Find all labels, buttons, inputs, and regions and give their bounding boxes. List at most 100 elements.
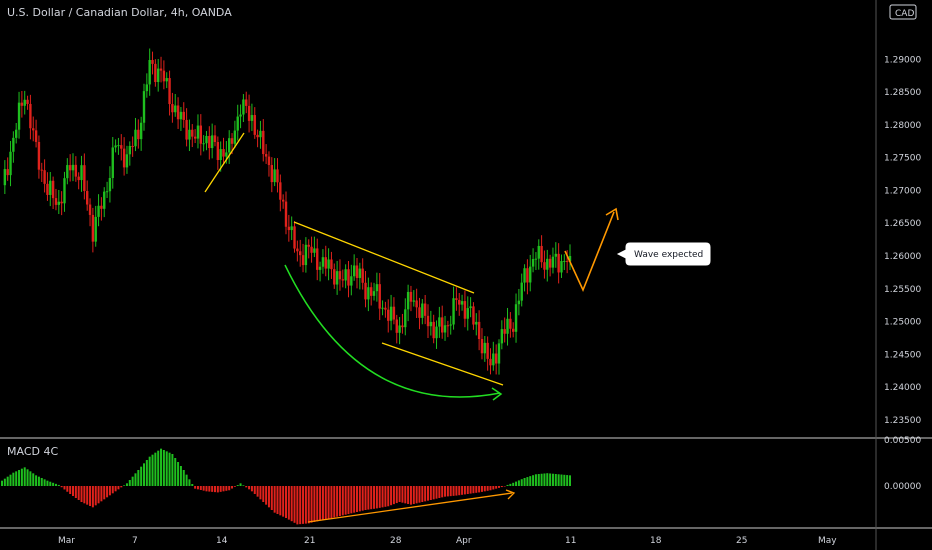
macd-bar (15, 471, 18, 486)
upper-trendline[interactable] (293, 221, 475, 294)
candle-body (301, 255, 305, 266)
candle-body (23, 99, 26, 106)
candle-body (171, 104, 174, 113)
candle-body (83, 165, 86, 192)
candle-body (49, 180, 52, 195)
candle-body (57, 201, 60, 205)
candle-body (372, 291, 376, 296)
candle-body (196, 125, 200, 139)
macd-bar (196, 486, 199, 490)
candle-body (151, 60, 154, 64)
candle-body (310, 246, 313, 253)
macd-bar (216, 486, 219, 493)
macd-bar (350, 486, 353, 514)
macd-bar (503, 486, 506, 487)
callout-text: Wave expected (634, 250, 703, 260)
macd-bar (390, 486, 393, 506)
macd-divergence-line[interactable] (307, 492, 513, 523)
macd-bar (551, 473, 554, 486)
candle-body (429, 321, 433, 327)
macd-bar (270, 486, 273, 510)
currency-badge-box[interactable] (889, 4, 917, 20)
candle-body (486, 342, 489, 359)
macd-bar (32, 473, 35, 486)
macd-bar (86, 486, 89, 505)
macd-bar (63, 486, 66, 490)
macd-bar (131, 476, 134, 486)
candle-body (352, 265, 356, 277)
macd-bar (194, 486, 197, 489)
time-tick-label: 25 (736, 536, 747, 546)
candle-body (43, 170, 46, 184)
macd-bar (370, 486, 373, 510)
candle-body (548, 258, 552, 268)
macd-bar (188, 479, 191, 486)
time-tick-label: 18 (650, 536, 662, 546)
macd-bar (54, 483, 57, 486)
candle-body (68, 165, 72, 171)
candle-body (54, 198, 58, 205)
macd-bar (486, 486, 489, 491)
macd-bar (500, 486, 503, 488)
macd-bar (80, 486, 83, 502)
macd-bar (77, 486, 80, 500)
candle-body (236, 116, 239, 131)
price-tick-label: 1.27000 (884, 186, 921, 196)
candle-body (551, 256, 555, 268)
candle-body (341, 279, 344, 281)
currency-badge: CAD (895, 9, 914, 19)
candle-body (560, 261, 563, 273)
macd-bar (395, 486, 398, 504)
macd-bar (52, 482, 55, 486)
candle-body (94, 216, 97, 242)
candle-body (86, 191, 89, 205)
macd-bar (324, 486, 327, 520)
candle-body (276, 169, 279, 183)
lower-trendline[interactable] (381, 342, 504, 386)
macd-bar (151, 454, 154, 486)
macd-bar (114, 486, 117, 492)
wave-callout[interactable]: Wave expected (616, 242, 711, 266)
macd-bar (429, 486, 432, 500)
candle-body (245, 99, 248, 106)
candle-body (475, 321, 478, 325)
micro-trendline[interactable] (204, 132, 245, 193)
expected-wave-arrow[interactable] (564, 211, 615, 293)
macd-bar (375, 486, 378, 509)
candle-body (139, 122, 143, 140)
candle-body (321, 257, 325, 267)
macd-bar (3, 478, 6, 486)
candle-body (256, 134, 259, 138)
macd-bar (452, 486, 455, 496)
macd-bar (140, 466, 143, 486)
macd-bar (424, 486, 427, 502)
macd-bar (432, 486, 435, 500)
candle-body (159, 68, 163, 71)
candle-body (179, 111, 183, 120)
macd-bar (49, 481, 52, 486)
macd-bar (492, 486, 495, 490)
candle-body (137, 129, 140, 140)
candle-body (494, 353, 498, 364)
candle-body (378, 284, 381, 309)
rounded-bottom-curve[interactable] (284, 264, 501, 398)
candles-group (3, 48, 572, 375)
macd-bar (26, 469, 29, 486)
candle-body (125, 154, 129, 168)
candle-body (210, 135, 214, 149)
macd-bar (290, 486, 293, 522)
candle-body (108, 177, 112, 192)
macd-bar (89, 486, 92, 506)
time-axis[interactable]: Mar 7 14 21 28 Apr 11 18 25 May (58, 536, 837, 546)
candle-body (262, 130, 265, 155)
price-axis[interactable]: 1.29000 1.28500 1.28000 1.27500 1.27000 1.265… (884, 55, 921, 492)
candle-body (370, 287, 373, 296)
macd-bar (361, 486, 364, 511)
candle-body (293, 226, 296, 249)
macd-bar (546, 473, 549, 486)
candle-body (80, 165, 83, 181)
macd-bar (285, 486, 287, 518)
time-tick-label: 28 (390, 536, 402, 546)
candle-body (17, 102, 21, 130)
